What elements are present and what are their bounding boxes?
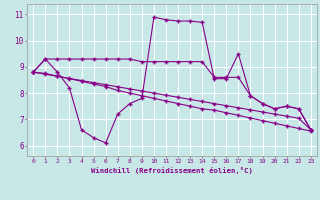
X-axis label: Windchill (Refroidissement éolien,°C): Windchill (Refroidissement éolien,°C)	[91, 167, 253, 174]
